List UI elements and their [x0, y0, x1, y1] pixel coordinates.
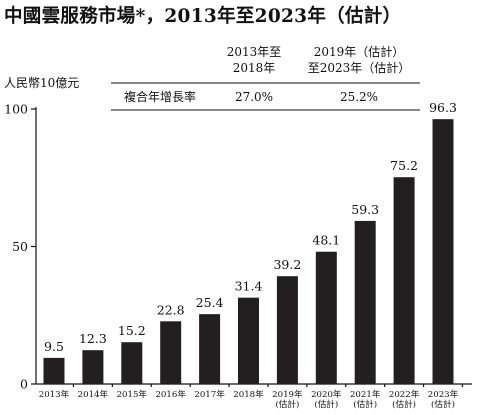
x-category-label-2-0: 2015年 — [117, 388, 148, 400]
value-label-7: 48.1 — [312, 233, 340, 248]
bar-8 — [354, 220, 376, 384]
bar-7 — [315, 251, 337, 384]
bar-0 — [43, 357, 65, 384]
value-label-8: 59.3 — [351, 202, 379, 217]
value-label-0: 9.5 — [44, 339, 64, 354]
x-category-label-1-0: 2014年 — [78, 388, 109, 400]
x-category-label-5-0: 2018年 — [233, 388, 264, 400]
value-label-10: 96.3 — [429, 100, 457, 115]
bar-3 — [160, 321, 182, 384]
bar-1 — [82, 350, 104, 384]
cagr-value-2013-2018: 27.0% — [235, 90, 273, 104]
cagr-header-1-line-1: 2013年至 — [227, 45, 282, 59]
x-category-label-7-1: (估計) — [314, 398, 338, 410]
bar-5 — [238, 297, 259, 384]
cagr-table: 2013年至 2018年 2019年（估計） 至2023年（估計） 複合年增長率… — [111, 44, 420, 111]
bar-10 — [432, 119, 454, 385]
x-category-label-7-0: 2020年 — [311, 388, 342, 400]
x-category-label-4-0: 2017年 — [194, 388, 225, 400]
y-tick-label-2: 100 — [4, 102, 28, 117]
x-category-label-0-0: 2013年 — [39, 388, 70, 400]
x-category-label-3-0: 2016年 — [155, 388, 186, 400]
value-label-6: 39.2 — [273, 257, 301, 272]
x-category-label-8-0: 2021年 — [350, 388, 381, 400]
y-axis-label: 人民幣10億元 — [4, 76, 79, 90]
bar-9 — [393, 177, 415, 384]
cagr-header-1-line-2: 2018年 — [233, 61, 276, 75]
value-label-4: 25.4 — [196, 295, 224, 310]
chart-title: 中國雲服務市場*，2013年至2023年（估計） — [4, 5, 401, 27]
x-category-label-9-0: 2022年 — [389, 388, 420, 400]
value-label-5: 31.4 — [235, 279, 263, 294]
cagr-header-2-line-1: 2019年（估計） — [314, 44, 405, 59]
x-category-label-6-0: 2019年 — [272, 388, 303, 400]
x-category-label-10-0: 2023年 — [428, 388, 459, 400]
value-label-3: 22.8 — [157, 302, 185, 317]
bar-6 — [276, 276, 298, 384]
plot-area: 0 50 100 9.5 2013年 12.3 2014年 15.2 2015年 22.8 2016… — [4, 100, 472, 410]
x-category-label-9-1: (估計) — [392, 398, 416, 410]
bar-4 — [199, 314, 221, 384]
cagr-value-2019-2023: 25.2% — [340, 90, 378, 104]
y-tick-label-0: 0 — [20, 377, 28, 392]
cagr-header-2-line-2: 至2023年（估計） — [308, 60, 411, 75]
x-category-label-8-1: (估計) — [353, 398, 377, 410]
bar-2 — [121, 342, 143, 384]
cagr-row-label: 複合年增長率 — [124, 89, 196, 104]
value-label-1: 12.3 — [79, 331, 107, 346]
y-tick-label-1: 50 — [12, 239, 28, 254]
value-label-2: 15.2 — [118, 323, 146, 338]
value-label-9: 75.2 — [390, 158, 418, 173]
x-category-label-10-1: (估計) — [431, 398, 455, 410]
x-category-label-6-1: (估計) — [275, 398, 299, 410]
